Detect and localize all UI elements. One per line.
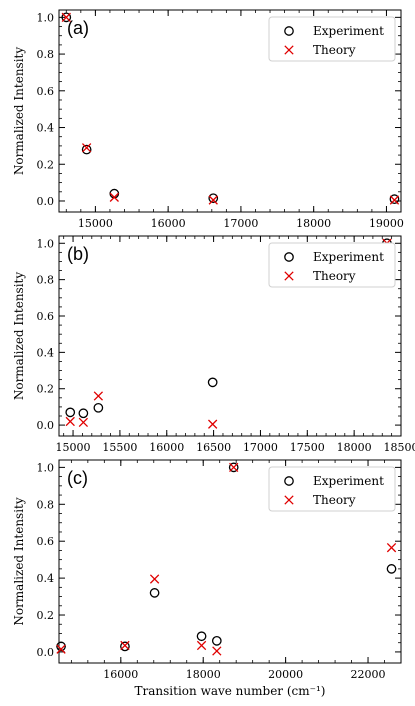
theory-point — [56, 644, 66, 654]
x-tick-label: 16500 — [196, 441, 231, 454]
panel-label: (a) — [67, 18, 89, 38]
legend-experiment-marker — [284, 252, 294, 262]
x-tick-label: 22000 — [351, 668, 386, 681]
y-tick-label: 0.6 — [37, 535, 55, 548]
theory-point — [196, 640, 207, 651]
legend: Experiment Theory — [268, 242, 396, 288]
theory-point — [65, 416, 75, 427]
y-tick-label: 0.0 — [37, 646, 55, 659]
y-tick-label: 0.4 — [37, 572, 55, 585]
legend-theory-marker — [284, 45, 294, 55]
x-tick-label: 16000 — [103, 668, 138, 681]
panel-label: (b) — [67, 244, 89, 264]
x-tick-label: 16000 — [149, 441, 184, 454]
y-tick-label: 0.4 — [37, 122, 55, 135]
legend-box — [268, 466, 396, 512]
theory-point — [229, 462, 239, 473]
experiment-point — [120, 641, 130, 652]
x-tick-label: 15500 — [102, 441, 137, 454]
axes-frame — [58, 459, 402, 664]
theory-point — [120, 640, 130, 651]
legend: Experiment Theory — [268, 466, 396, 512]
y-tick-label: 0.2 — [37, 158, 55, 171]
legend-box — [268, 16, 396, 62]
legend-entry: Experiment — [313, 24, 384, 38]
y-tick-label: 1.0 — [37, 11, 55, 24]
panel-label: (c) — [67, 468, 88, 488]
experiment-point — [386, 564, 397, 574]
theory-point — [208, 419, 218, 429]
experiment-point — [78, 408, 89, 419]
legend-entry: Theory — [313, 269, 356, 283]
theory-point — [212, 646, 222, 656]
y-tick-label: 0.2 — [37, 383, 55, 396]
x-tick-label: 18000 — [296, 217, 331, 230]
x-tick-label: 16000 — [151, 217, 186, 230]
x-tick-label: 15000 — [56, 441, 91, 454]
legend-theory-marker — [284, 271, 294, 281]
legend-experiment-marker — [284, 476, 294, 486]
experiment-point — [56, 641, 66, 652]
y-tick-label: 0.0 — [37, 195, 55, 208]
theory-point — [81, 143, 92, 153]
panel-c: 16000 18000 20000 22000 0.0 0.2 0.4 0.6 0.8 1.0 No… — [12, 459, 402, 698]
legend-box — [268, 242, 396, 288]
y-tick-label: 0.8 — [37, 274, 55, 287]
legend-entry: Theory — [313, 493, 356, 507]
axes-frame — [58, 235, 402, 437]
x-tick-label: 17500 — [290, 441, 325, 454]
x-tick-label: 19000 — [369, 217, 404, 230]
x-tick-label: 18000 — [337, 441, 372, 454]
y-tick-label: 0.6 — [37, 85, 55, 98]
theory-point — [93, 391, 104, 401]
experiment-point — [389, 194, 400, 204]
y-tick-label: 0.8 — [37, 498, 55, 511]
experiment-point — [93, 402, 104, 413]
x-tick-label: 20000 — [268, 668, 303, 681]
legend-entry: Experiment — [313, 474, 384, 488]
experiment-point — [81, 144, 92, 155]
theory-point — [386, 542, 397, 553]
y-tick-label: 0.0 — [37, 419, 55, 432]
y-tick-label: 1.0 — [37, 461, 55, 474]
x-tick-label: 15000 — [78, 217, 113, 230]
x-axis-label: Transition wave number (cm⁻¹) — [135, 684, 326, 698]
panel-b: 15000 15500 16000 16500 17000 17500 18000 18500… — [12, 235, 415, 454]
y-axis-label: Normalized Intensity — [12, 497, 26, 626]
experiment-point — [211, 636, 222, 646]
axes-frame — [58, 9, 402, 213]
y-tick-label: 0.6 — [37, 310, 55, 323]
experiment-point — [196, 631, 207, 642]
legend-entry: Theory — [313, 43, 356, 57]
x-tick-label: 17000 — [223, 217, 258, 230]
x-tick-label: 17000 — [243, 441, 278, 454]
legend-entry: Experiment — [313, 250, 384, 264]
x-tick-label: 18500 — [384, 441, 415, 454]
y-tick-label: 0.8 — [37, 48, 55, 61]
legend: Experiment Theory — [268, 16, 396, 62]
legend-theory-marker — [284, 495, 294, 505]
y-tick-label: 0.4 — [37, 346, 55, 359]
experiment-point — [149, 588, 160, 598]
experiment-point — [207, 377, 218, 388]
y-axis-label: Normalized Intensity — [12, 47, 26, 176]
experiment-point — [228, 462, 239, 473]
theory-point — [109, 192, 119, 202]
theory-point — [149, 574, 160, 584]
panel-a: 15000 16000 17000 18000 19000 0.0 0.2 0.4 0.6 0.8… — [12, 9, 404, 230]
theory-point — [78, 417, 89, 428]
y-axis-label: Normalized Intensity — [12, 272, 26, 401]
experiment-point — [65, 407, 76, 418]
x-tick-label: 18000 — [186, 668, 221, 681]
legend-experiment-marker — [284, 26, 294, 36]
experiment-point — [208, 193, 219, 204]
theory-point — [61, 12, 71, 23]
theory-point — [208, 195, 218, 205]
theory-point — [389, 195, 400, 205]
y-tick-label: 1.0 — [37, 237, 55, 250]
experiment-point — [61, 12, 72, 23]
y-tick-label: 0.2 — [37, 609, 55, 622]
